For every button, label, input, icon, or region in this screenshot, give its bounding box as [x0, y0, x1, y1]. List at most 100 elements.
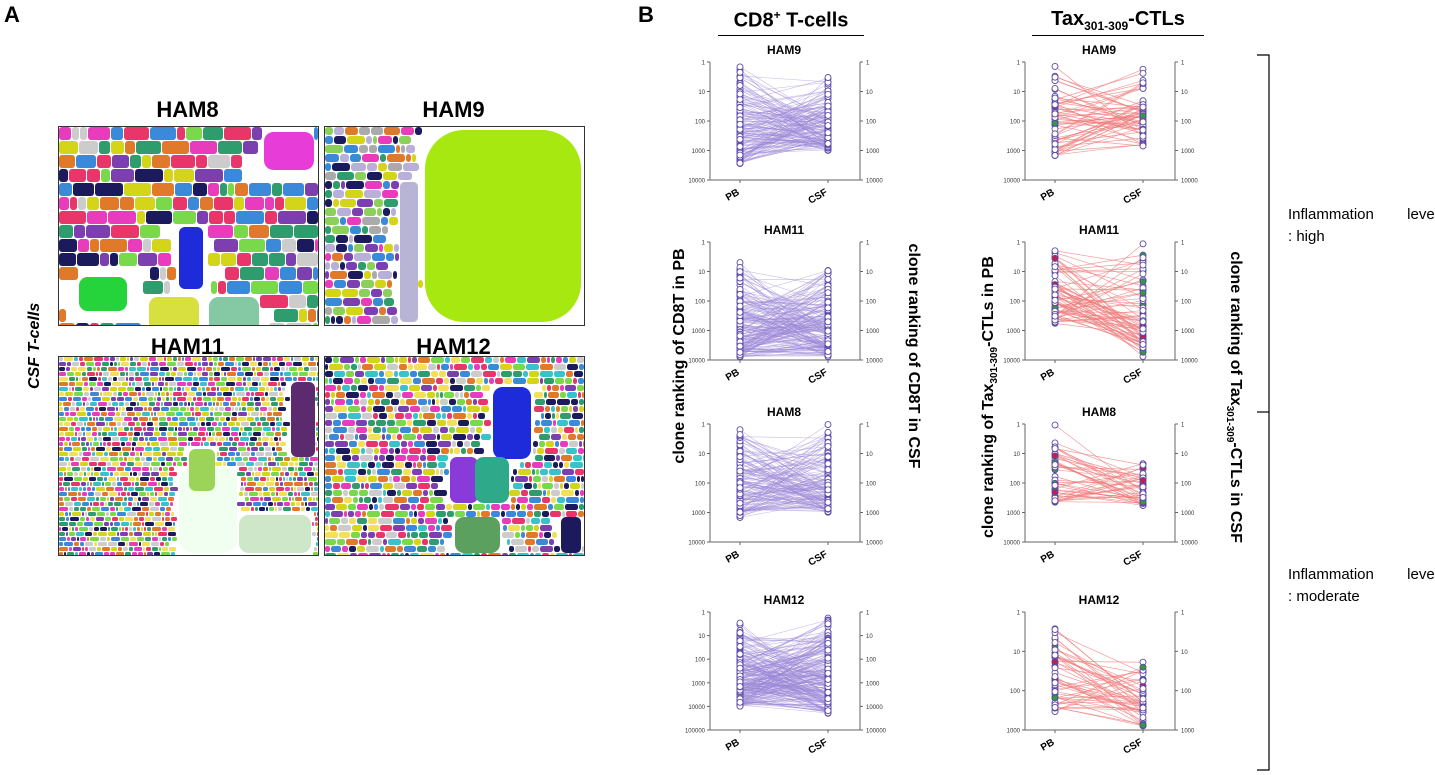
treemap-clone-tile	[215, 407, 218, 411]
treemap-clone-tile	[443, 532, 452, 538]
treemap-clone-tile	[325, 163, 331, 171]
treemap-clone-tile	[482, 385, 490, 391]
treemap-clone-tile	[455, 392, 459, 398]
treemap-clone-tile	[389, 448, 394, 454]
treemap-clone-tile	[201, 442, 203, 446]
treemap-clone-tile	[158, 457, 165, 461]
treemap-clone-tile	[297, 487, 304, 491]
treemap-large-clone	[79, 277, 127, 311]
treemap-clone-tile	[535, 420, 540, 426]
treemap-clone-tile	[120, 532, 128, 536]
treemap-clone-tile	[542, 483, 553, 489]
treemap-clone-tile	[370, 483, 382, 489]
treemap-clone-tile	[149, 512, 154, 516]
treemap-clone-tile	[175, 377, 182, 381]
treemap-clone-tile	[362, 217, 380, 225]
treemap-clone-tile	[167, 267, 176, 280]
treemap-clone-tile	[329, 448, 335, 454]
pb-clone-point	[737, 651, 743, 657]
treemap-clone-tile	[235, 457, 242, 461]
treemap-clone-tile	[98, 462, 106, 466]
treemap-clone-tile	[529, 476, 532, 482]
treemap-clone-tile	[135, 487, 144, 491]
treemap-clone-tile	[202, 357, 207, 361]
treemap-clone-tile	[365, 483, 369, 489]
treemap-clone-tile	[228, 452, 235, 456]
treemap-clone-tile	[295, 497, 302, 501]
treemap-clone-tile	[316, 432, 318, 436]
pb-clone-point	[1052, 273, 1058, 279]
treemap-clone-tile	[59, 457, 64, 461]
treemap-clone-tile	[484, 420, 491, 426]
treemap-clone-tile	[195, 402, 203, 406]
treemap-clone-tile	[97, 382, 103, 386]
treemap-clone-tile	[569, 553, 572, 555]
treemap-clone-tile	[299, 472, 306, 476]
treemap-clone-tile	[87, 482, 89, 486]
treemap-clone-tile	[129, 382, 131, 386]
treemap-clone-tile	[67, 552, 74, 555]
treemap-clone-tile	[90, 323, 99, 325]
treemap-clone-tile	[376, 532, 385, 538]
treemap-clone-tile	[149, 357, 156, 361]
treemap-clone-tile	[153, 407, 160, 411]
treemap-clone-tile	[209, 372, 213, 376]
treemap-clone-tile	[190, 427, 192, 431]
treemap-clone-tile	[110, 552, 115, 555]
treemap-clone-tile	[406, 399, 417, 405]
treemap-clone-tile	[447, 420, 457, 426]
treemap-clone-tile	[276, 477, 278, 481]
treemap-clone-tile	[350, 226, 361, 234]
treemap-clone-tile	[418, 483, 430, 489]
y-tick-label-right: 10	[1181, 452, 1188, 458]
treemap-clone-tile	[246, 462, 254, 466]
treemap-clone-tile	[110, 372, 119, 376]
treemap-clone-tile	[193, 397, 196, 401]
treemap-clone-tile	[345, 434, 354, 440]
treemap-clone-tile	[313, 467, 315, 471]
treemap-clone-tile	[66, 532, 68, 536]
treemap-clone-tile	[163, 467, 168, 471]
treemap-clone-tile	[447, 511, 454, 517]
treemap-clone-tile	[187, 407, 189, 411]
treemap-clone-tile	[325, 378, 328, 384]
treemap-clone-tile	[406, 154, 411, 162]
treemap-clone-tile	[93, 442, 99, 446]
pb-clone-point	[1052, 131, 1058, 137]
treemap-clone-tile	[178, 447, 184, 451]
treemap-clone-tile	[102, 362, 109, 366]
treemap-clone-tile	[379, 504, 384, 510]
treemap-clone-tile	[447, 371, 459, 377]
treemap-clone-tile	[64, 542, 73, 546]
treemap-clone-tile	[280, 462, 288, 466]
treemap-clone-tile	[440, 553, 445, 555]
treemap-clone-tile	[59, 462, 67, 466]
treemap-clone-tile	[368, 378, 374, 384]
treemap-clone-tile	[541, 518, 550, 524]
treemap-clone-tile	[73, 447, 81, 451]
treemap-clone-tile	[523, 371, 528, 377]
treemap-clone-tile	[81, 427, 85, 431]
treemap-clone-tile	[134, 407, 143, 411]
treemap-clone-tile	[59, 432, 64, 436]
treemap-clone-tile	[246, 502, 252, 506]
treemap-clone-tile	[473, 399, 477, 405]
treemap-clone-tile	[145, 447, 152, 451]
treemap-clone-tile	[374, 504, 378, 510]
treemap-clone-tile	[491, 511, 500, 517]
treemap-clone-tile	[69, 532, 75, 536]
treemap-clone-tile	[125, 367, 128, 371]
treemap-clone-tile	[136, 382, 143, 386]
treemap-clone-tile	[278, 387, 281, 391]
treemap-clone-tile	[361, 462, 367, 468]
treemap-clone-tile	[229, 447, 237, 451]
treemap-clone-tile	[333, 378, 343, 384]
treemap-clone-tile	[332, 476, 344, 482]
y-tick-label-left: 1	[702, 611, 706, 617]
treemap-clone-tile	[385, 371, 393, 377]
treemap-clone-tile	[379, 413, 387, 419]
treemap-clone-tile	[270, 372, 279, 376]
treemap-clone-tile	[117, 397, 124, 401]
treemap-clone-tile	[378, 271, 392, 279]
treemap-clone-tile	[230, 387, 234, 391]
